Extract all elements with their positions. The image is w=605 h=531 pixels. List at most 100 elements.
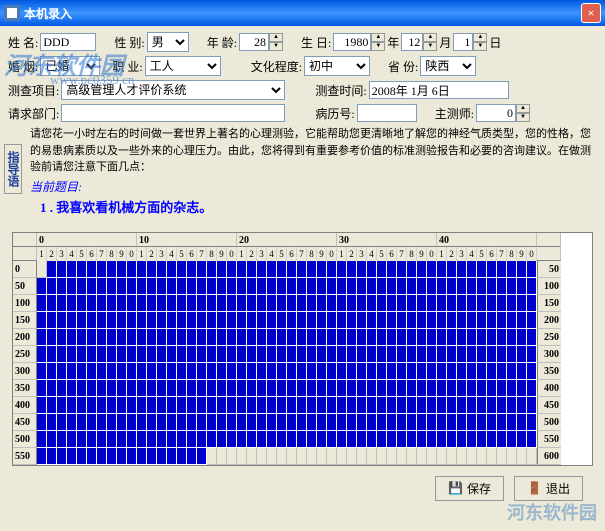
grid-cell[interactable] [267, 295, 277, 312]
grid-cell[interactable] [47, 380, 57, 397]
grid-cell[interactable] [477, 363, 487, 380]
grid-cell[interactable] [67, 295, 77, 312]
grid-cell[interactable] [487, 346, 497, 363]
grid-cell[interactable] [257, 312, 267, 329]
grid-cell[interactable] [227, 278, 237, 295]
grid-cell[interactable] [527, 278, 537, 295]
grid-cell[interactable] [167, 397, 177, 414]
grid-cell[interactable] [427, 261, 437, 278]
grid-cell[interactable] [397, 448, 407, 465]
grid-cell[interactable] [527, 414, 537, 431]
grid-cell[interactable] [297, 329, 307, 346]
close-button[interactable]: × [581, 3, 601, 23]
grid-cell[interactable] [427, 295, 437, 312]
grid-cell[interactable] [267, 414, 277, 431]
grid-cell[interactable] [157, 295, 167, 312]
grid-cell[interactable] [47, 278, 57, 295]
grid-cell[interactable] [257, 414, 267, 431]
grid-cell[interactable] [247, 329, 257, 346]
exit-button[interactable]: 🚪退出 [514, 476, 583, 501]
grid-cell[interactable] [117, 431, 127, 448]
grid-cell[interactable] [467, 363, 477, 380]
grid-cell[interactable] [97, 278, 107, 295]
grid-cell[interactable] [337, 363, 347, 380]
grid-cell[interactable] [417, 363, 427, 380]
grid-cell[interactable] [437, 295, 447, 312]
grid-cell[interactable] [447, 431, 457, 448]
grid-cell[interactable] [477, 295, 487, 312]
grid-cell[interactable] [137, 397, 147, 414]
grid-cell[interactable] [47, 448, 57, 465]
grid-cell[interactable] [147, 329, 157, 346]
grid-cell[interactable] [297, 380, 307, 397]
grid-cell[interactable] [387, 295, 397, 312]
grid-cell[interactable] [137, 380, 147, 397]
grid-cell[interactable] [457, 431, 467, 448]
grid-cell[interactable] [37, 414, 47, 431]
grid-cell[interactable] [167, 295, 177, 312]
grid-cell[interactable] [337, 397, 347, 414]
grid-cell[interactable] [337, 431, 347, 448]
grid-cell[interactable] [87, 380, 97, 397]
grid-cell[interactable] [457, 448, 467, 465]
grid-cell[interactable] [367, 261, 377, 278]
grid-cell[interactable] [507, 346, 517, 363]
grid-cell[interactable] [447, 278, 457, 295]
grid-cell[interactable] [457, 278, 467, 295]
grid-cell[interactable] [287, 261, 297, 278]
grid-cell[interactable] [267, 329, 277, 346]
grid-cell[interactable] [347, 295, 357, 312]
grid-cell[interactable] [287, 414, 297, 431]
grid-cell[interactable] [337, 312, 347, 329]
grid-cell[interactable] [217, 278, 227, 295]
grid-cell[interactable] [227, 397, 237, 414]
grid-cell[interactable] [327, 414, 337, 431]
grid-cell[interactable] [197, 397, 207, 414]
grid-cell[interactable] [57, 312, 67, 329]
grid-cell[interactable] [397, 380, 407, 397]
grid-cell[interactable] [487, 363, 497, 380]
grid-cell[interactable] [527, 261, 537, 278]
grid-cell[interactable] [327, 312, 337, 329]
grid-cell[interactable] [397, 295, 407, 312]
grid-cell[interactable] [367, 397, 377, 414]
grid-cell[interactable] [357, 329, 367, 346]
grid-cell[interactable] [387, 397, 397, 414]
grid-cell[interactable] [297, 261, 307, 278]
grid-cell[interactable] [87, 278, 97, 295]
grid-cell[interactable] [167, 431, 177, 448]
province-select[interactable]: 陕西 [420, 56, 476, 76]
grid-cell[interactable] [377, 363, 387, 380]
grid-cell[interactable] [227, 261, 237, 278]
grid-cell[interactable] [257, 363, 267, 380]
grid-cell[interactable] [357, 414, 367, 431]
grid-cell[interactable] [217, 380, 227, 397]
grid-cell[interactable] [467, 414, 477, 431]
grid-cell[interactable] [177, 312, 187, 329]
grid-cell[interactable] [77, 329, 87, 346]
grid-cell[interactable] [107, 261, 117, 278]
grid-cell[interactable] [407, 380, 417, 397]
grid-cell[interactable] [237, 431, 247, 448]
grid-cell[interactable] [237, 261, 247, 278]
grid-cell[interactable] [77, 312, 87, 329]
grid-cell[interactable] [67, 261, 77, 278]
grid-cell[interactable] [347, 414, 357, 431]
grid-cell[interactable] [437, 312, 447, 329]
grid-cell[interactable] [447, 397, 457, 414]
grid-cell[interactable] [347, 363, 357, 380]
grid-cell[interactable] [467, 312, 477, 329]
grid-cell[interactable] [177, 278, 187, 295]
grid-cell[interactable] [427, 278, 437, 295]
grid-cell[interactable] [357, 448, 367, 465]
grid-cell[interactable] [397, 346, 407, 363]
grid-cell[interactable] [227, 329, 237, 346]
grid-cell[interactable] [397, 329, 407, 346]
grid-cell[interactable] [387, 414, 397, 431]
grid-cell[interactable] [177, 346, 187, 363]
grid-cell[interactable] [387, 329, 397, 346]
grid-cell[interactable] [427, 363, 437, 380]
grid-cell[interactable] [67, 278, 77, 295]
grid-cell[interactable] [357, 312, 367, 329]
grid-cell[interactable] [57, 329, 67, 346]
